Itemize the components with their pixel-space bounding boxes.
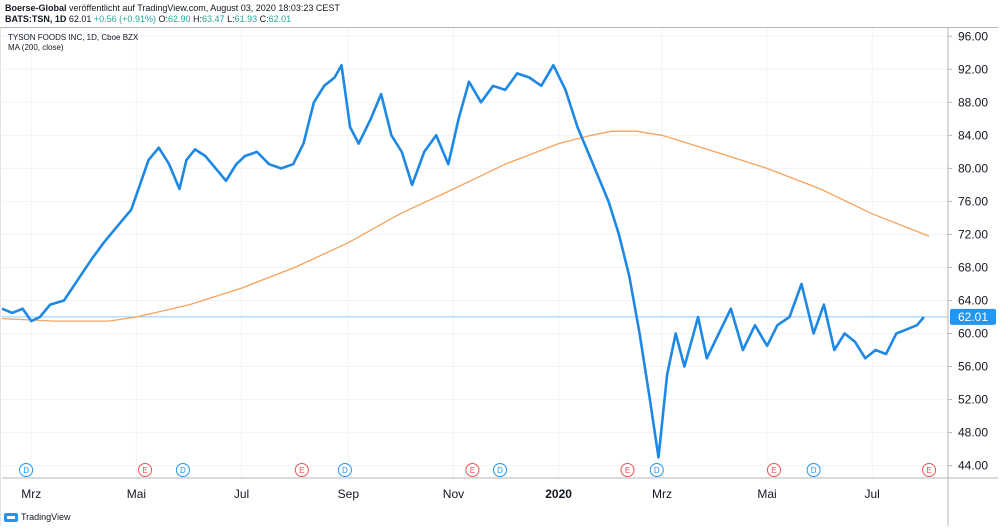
open-label: O: (158, 14, 168, 24)
x-tick-label: Jul (865, 487, 880, 501)
y-tick-label: 52.00 (958, 393, 988, 407)
y-tick-label: 96.00 (958, 29, 988, 43)
chart-frame (0, 27, 998, 526)
y-tick-label: 84.00 (958, 128, 988, 142)
low-value: 61.93 (234, 14, 258, 24)
y-tick-label: 64.00 (958, 293, 988, 307)
y-tick-label: 44.00 (958, 459, 988, 473)
y-tick-label: 56.00 (958, 360, 988, 374)
close-value: 62.01 (268, 14, 292, 24)
earnings-marker (766, 463, 781, 477)
high-label: H: (193, 14, 203, 24)
y-tick-label: 48.00 (958, 426, 988, 440)
dividend-marker-label: D (654, 466, 660, 475)
earnings-marker-label: E (470, 466, 475, 475)
publisher-name: Boerse-Global (5, 3, 67, 13)
earnings-marker-label: E (625, 466, 630, 475)
earnings-marker-label: E (926, 466, 931, 475)
last-price-text: 62.01 (68, 14, 92, 24)
legend-ma: MA (200, close) (8, 43, 64, 52)
open-value: 62.90 (167, 14, 191, 24)
price-line (1, 63, 925, 459)
y-tick-label: 76.00 (958, 194, 988, 208)
y-tick-label: 60.00 (958, 327, 988, 341)
x-tick-label: Mai (757, 487, 776, 501)
earnings-marker-label: E (142, 466, 147, 475)
x-tick-label: Mrz (652, 487, 672, 501)
x-tick-label: Nov (443, 487, 464, 501)
high-value: 63.47 (202, 14, 225, 24)
last-price-badge-label: 62.01 (958, 310, 988, 324)
earnings-marker (294, 463, 309, 477)
y-tick-label: 88.00 (958, 95, 988, 109)
publication-line: Boerse-Global veröffentlicht auf Trading… (5, 2, 340, 14)
quote-line: BATS:TSN, 1D 62.01 +0.56 (+0.91%) O:62.9… (5, 13, 291, 25)
legend-title: TYSON FOODS INC, 1D, Cboe BZX (8, 33, 139, 42)
dividend-marker (19, 463, 34, 477)
last-price-badge (950, 308, 996, 325)
dividend-marker (649, 463, 664, 477)
symbol-label: BATS:TSN, 1D (5, 14, 67, 24)
x-tick-label: Sep (338, 487, 360, 501)
x-tick-label: Jul (234, 487, 249, 501)
dividend-marker (337, 463, 352, 477)
tradingview-logo-icon (4, 512, 18, 522)
x-tick-label: 2020 (545, 487, 572, 501)
dividend-marker-label: D (811, 466, 817, 475)
dividend-marker (492, 463, 507, 477)
tradingview-brand: TradingView (21, 512, 71, 522)
dividend-marker-label: D (497, 466, 503, 475)
y-tick-label: 80.00 (958, 161, 988, 175)
x-tick-label: Mai (127, 487, 146, 501)
dividend-marker (806, 463, 821, 477)
tradingview-logo[interactable]: TradingView (4, 512, 71, 522)
x-tick-label: Mrz (21, 487, 41, 501)
change-text: +0.56 (+0.91%) (93, 14, 156, 24)
close-label: C: (259, 14, 269, 24)
earnings-marker (922, 463, 937, 477)
earnings-marker (138, 463, 153, 477)
earnings-marker (620, 463, 635, 477)
ma-200-line (1, 130, 930, 322)
earnings-marker-label: E (299, 466, 304, 475)
y-tick-label: 72.00 (958, 227, 988, 241)
dividend-marker-label: D (23, 466, 29, 475)
y-tick-label: 68.00 (958, 260, 988, 274)
low-label: L: (227, 14, 235, 24)
earnings-marker-label: E (771, 466, 776, 475)
dividend-marker-label: D (342, 466, 348, 475)
published-text: veröffentlicht auf TradingView.com, Augu… (66, 3, 340, 13)
earnings-marker (465, 463, 480, 477)
dividend-marker-label: D (180, 466, 186, 475)
y-tick-label: 92.00 (958, 62, 988, 76)
dividend-marker (175, 463, 190, 477)
